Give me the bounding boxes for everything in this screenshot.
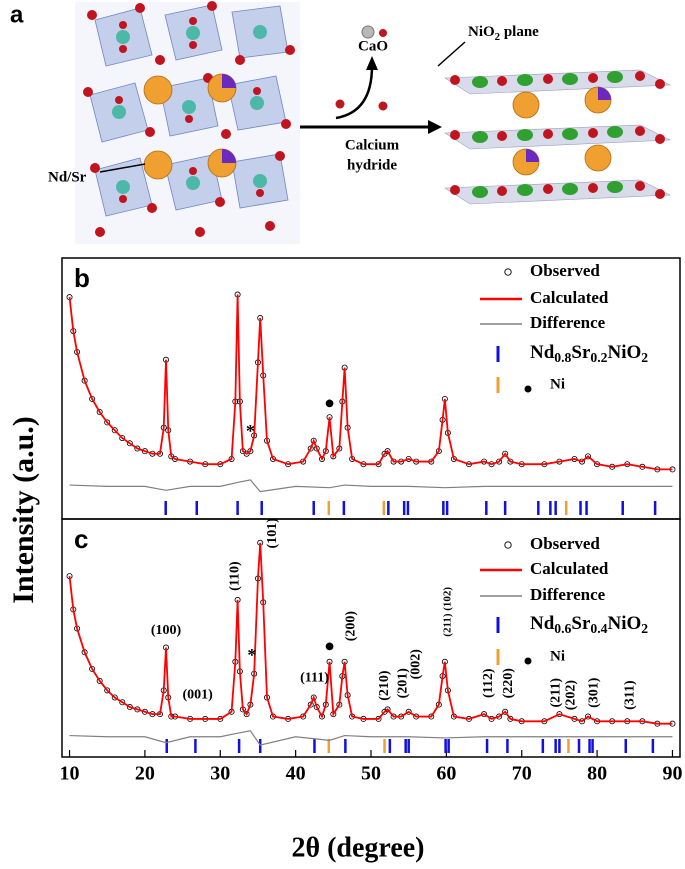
x-tick-label: 10 xyxy=(60,763,80,785)
legend-marker xyxy=(504,541,512,549)
legend-label: Observed xyxy=(530,261,600,280)
annotation: (110) xyxy=(228,561,243,591)
annotation: (311) xyxy=(622,680,637,710)
legend-dot xyxy=(524,385,532,393)
observed-point xyxy=(310,437,317,444)
plane-pointer xyxy=(437,41,466,67)
observed-point xyxy=(104,687,111,694)
annotation: (211) (102) xyxy=(441,587,453,637)
annotation: (210) xyxy=(377,670,392,701)
observed-point xyxy=(89,665,96,672)
observed-point xyxy=(585,713,592,720)
legend-label: Ni xyxy=(550,648,565,664)
series-line xyxy=(69,479,673,493)
legend-label: Calculated xyxy=(530,559,609,578)
annotation: (200) xyxy=(344,611,359,642)
x-tick-label: 80 xyxy=(587,763,607,785)
observed-point xyxy=(319,455,326,462)
observed-point xyxy=(384,706,391,713)
observed-point xyxy=(89,395,96,402)
x-tick-label: 70 xyxy=(512,763,532,785)
x-tick-label: 50 xyxy=(361,763,381,785)
reagent-label: Calcium xyxy=(345,137,400,153)
annotation: ● xyxy=(324,392,335,412)
site-pointer xyxy=(99,163,146,173)
y-axis-label: Intensity (a.u.) xyxy=(7,416,40,604)
observed-point xyxy=(96,677,103,684)
panel-label: a xyxy=(10,1,24,28)
byproduct-arrow xyxy=(335,65,374,120)
panel-label: b xyxy=(74,263,90,293)
o-atom xyxy=(378,101,388,111)
ca-atom xyxy=(361,25,375,39)
arrow-head xyxy=(366,56,378,70)
plane-label: NiO2 plane xyxy=(468,24,539,43)
observed-point xyxy=(111,694,118,701)
annotation: (111) xyxy=(300,671,329,686)
series-line xyxy=(69,730,673,746)
annotation: (202) xyxy=(564,680,579,711)
observed-point xyxy=(243,711,250,718)
observed-point xyxy=(502,708,509,715)
panel-label: c xyxy=(74,524,88,554)
legend-label: Difference xyxy=(530,585,606,604)
x-tick-label: 90 xyxy=(662,763,682,785)
observed-point xyxy=(111,427,118,434)
series-line xyxy=(68,542,673,725)
panel-a: a CaO Calcium hydride Nd/Sr NiO2 plane xyxy=(10,1,672,244)
x-tick-label: 40 xyxy=(286,763,306,785)
layers xyxy=(444,69,672,205)
annotation: (002) xyxy=(408,649,423,680)
annotation: (201) xyxy=(396,668,411,699)
legend-label: Observed xyxy=(530,534,600,553)
annotation: (101) xyxy=(265,518,280,549)
legend-dot xyxy=(524,657,532,665)
legend-label: Calculated xyxy=(530,288,609,307)
x-tick-label: 60 xyxy=(436,763,456,785)
annotation: (220) xyxy=(501,668,516,699)
annotation: ● xyxy=(324,636,335,656)
observed-point xyxy=(307,701,314,708)
observed-point xyxy=(119,699,126,706)
observed-point xyxy=(585,453,592,460)
structure-background xyxy=(75,2,300,244)
o-atoms xyxy=(83,1,295,237)
annotation: * xyxy=(246,421,255,441)
observed-point xyxy=(502,450,509,457)
annotation: (100) xyxy=(151,623,182,638)
observed-point xyxy=(119,435,126,442)
observed-point xyxy=(405,708,412,715)
x-tick-label: 20 xyxy=(135,763,155,785)
observed-point xyxy=(384,448,391,455)
ni-atoms xyxy=(112,25,267,194)
series-line xyxy=(68,294,673,471)
arrow-head xyxy=(428,120,442,134)
legend-label: Ni xyxy=(550,376,565,392)
observed-point xyxy=(313,445,320,452)
legend-label: Difference xyxy=(530,313,606,332)
annotation: (211) xyxy=(549,678,564,708)
reagent-label: hydride xyxy=(347,157,397,173)
annotation: (301) xyxy=(586,677,601,708)
legend-label: Nd0.6Sr0.4NiO2 xyxy=(530,613,648,636)
observed-point xyxy=(104,419,111,426)
annotation: * xyxy=(247,645,256,665)
site-label: Nd/Sr xyxy=(48,169,87,185)
annotation: (112) xyxy=(481,668,496,698)
product-label: CaO xyxy=(358,38,388,54)
sr-fraction xyxy=(222,74,236,163)
legend-label: Nd0.8Sr0.2NiO2 xyxy=(530,342,648,365)
observed-point xyxy=(126,440,133,447)
o-atom xyxy=(335,99,345,109)
observed-point xyxy=(96,408,103,415)
observed-point xyxy=(307,445,314,452)
x-axis-label: 2θ (degree) xyxy=(291,832,424,863)
legend-marker xyxy=(504,268,512,276)
annotation: (001) xyxy=(182,687,213,702)
o-atom xyxy=(379,29,387,37)
x-tick-label: 30 xyxy=(210,763,230,785)
